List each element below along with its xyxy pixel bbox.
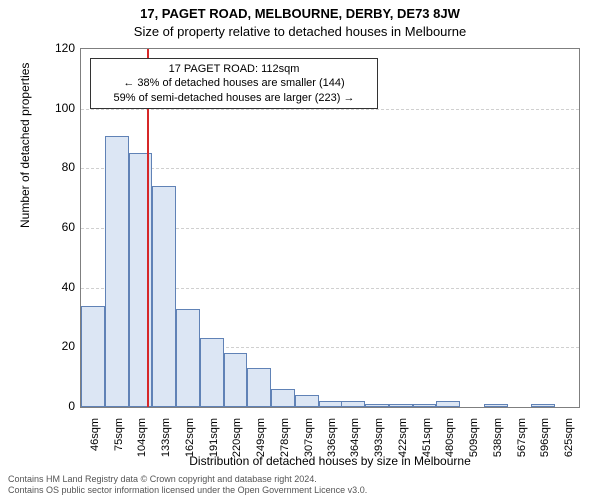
histogram-bar [531, 404, 555, 407]
y-axis-label: Number of detached properties [18, 63, 32, 228]
x-tick-label: 480sqm [444, 418, 456, 468]
histogram-bar [271, 389, 295, 407]
footer-credits: Contains HM Land Registry data © Crown c… [8, 474, 367, 496]
histogram-bar [413, 404, 437, 407]
x-tick-label: 191sqm [208, 418, 220, 468]
x-tick-label: 451sqm [421, 418, 433, 468]
histogram-bar [365, 404, 389, 407]
footer-line2: Contains OS public sector information li… [8, 485, 367, 496]
x-tick-label: 538sqm [492, 418, 504, 468]
x-tick-label: 133sqm [160, 418, 172, 468]
y-tick-label: 0 [35, 399, 75, 413]
x-tick-label: 220sqm [231, 418, 243, 468]
annotation-line3: 59% of semi-detached houses are larger (… [97, 91, 371, 105]
y-tick-label: 120 [35, 41, 75, 55]
histogram-bar [389, 404, 413, 407]
annotation-box: 17 PAGET ROAD: 112sqm ← 38% of detached … [90, 58, 378, 109]
y-tick-label: 20 [35, 339, 75, 353]
chart-subtitle: Size of property relative to detached ho… [0, 24, 600, 39]
histogram-bar [176, 309, 200, 407]
histogram-bar [152, 186, 176, 407]
x-tick-label: 625sqm [563, 418, 575, 468]
histogram-bar [319, 401, 343, 407]
x-tick-label: 596sqm [539, 418, 551, 468]
x-tick-label: 307sqm [303, 418, 315, 468]
x-tick-label: 162sqm [184, 418, 196, 468]
histogram-bar [341, 401, 365, 407]
y-tick-label: 80 [35, 160, 75, 174]
histogram-bar [81, 306, 105, 407]
histogram-bar [224, 353, 248, 407]
chart-container: 17, PAGET ROAD, MELBOURNE, DERBY, DE73 8… [0, 0, 600, 500]
x-tick-label: 336sqm [326, 418, 338, 468]
histogram-bar [200, 338, 224, 407]
histogram-bar [295, 395, 319, 407]
x-tick-label: 509sqm [468, 418, 480, 468]
histogram-bar [436, 401, 460, 407]
gridline [81, 168, 579, 169]
x-tick-label: 364sqm [349, 418, 361, 468]
x-tick-label: 249sqm [255, 418, 267, 468]
x-tick-label: 567sqm [516, 418, 528, 468]
x-tick-label: 422sqm [397, 418, 409, 468]
x-tick-label: 278sqm [279, 418, 291, 468]
x-tick-label: 46sqm [89, 418, 101, 468]
histogram-bar [247, 368, 271, 407]
annotation-line2: ← 38% of detached houses are smaller (14… [97, 76, 371, 90]
footer-line1: Contains HM Land Registry data © Crown c… [8, 474, 367, 485]
x-tick-label: 75sqm [113, 418, 125, 468]
annotation-line1: 17 PAGET ROAD: 112sqm [97, 62, 371, 76]
x-tick-label: 104sqm [136, 418, 148, 468]
histogram-bar [484, 404, 508, 407]
histogram-bar [105, 136, 129, 407]
y-tick-label: 40 [35, 280, 75, 294]
y-tick-label: 60 [35, 220, 75, 234]
chart-address-title: 17, PAGET ROAD, MELBOURNE, DERBY, DE73 8… [0, 6, 600, 21]
y-tick-label: 100 [35, 101, 75, 115]
x-tick-label: 393sqm [373, 418, 385, 468]
